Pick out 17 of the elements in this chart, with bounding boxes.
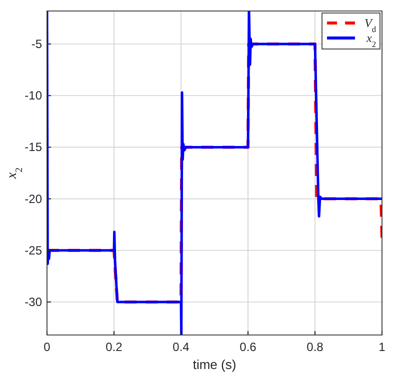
y-tick-label: -30 <box>24 294 42 309</box>
y-tick-label: -10 <box>24 88 42 103</box>
y-tick-label: -20 <box>24 192 42 206</box>
x-tick-label: 1 <box>378 340 386 354</box>
x-tick-label: 0 <box>44 340 51 354</box>
y-tick-label: -15 <box>24 140 42 154</box>
y-tick-label: -25 <box>24 243 42 258</box>
line-series <box>47 42 382 304</box>
x-tick-label: 0.8 <box>306 340 324 354</box>
x-tick-label: 0.4 <box>172 340 190 354</box>
legend-label: V$_{d}$ <box>364 16 377 34</box>
legend-label: x$_{2}$ <box>365 31 376 48</box>
x-tick-label: 0.6 <box>240 340 257 354</box>
y-tick-label: -5 <box>31 37 42 52</box>
x-tick-label: 0.2 <box>106 340 123 354</box>
line-series <box>47 11 382 335</box>
x-axis-title: time (s) <box>192 357 236 372</box>
